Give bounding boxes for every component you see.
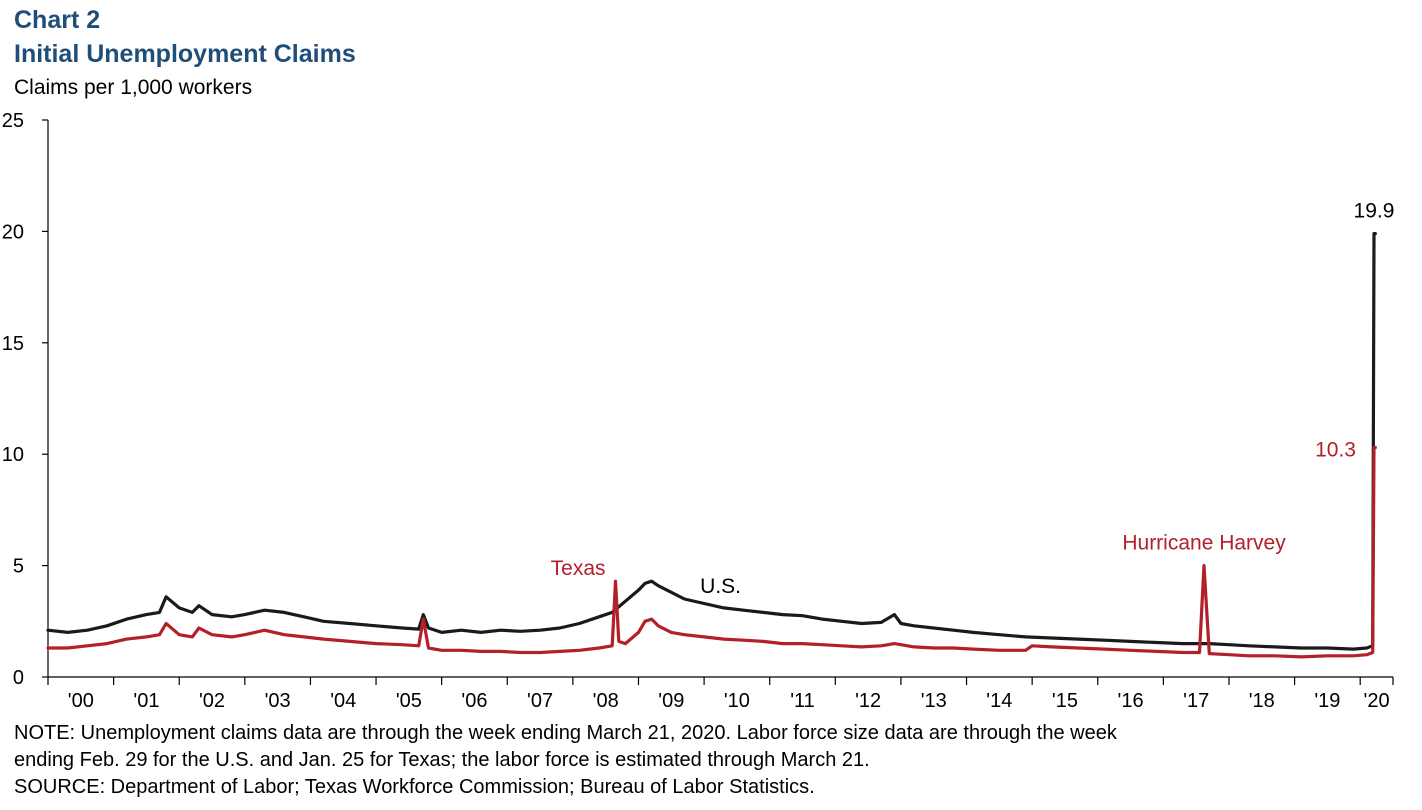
x-tick-label: '08 — [593, 690, 619, 712]
x-tick-label: '05 — [396, 690, 422, 712]
series-layer — [46, 232, 1377, 659]
chart-title: Initial Unemployment Claims — [14, 40, 356, 68]
x-tick-label: '12 — [855, 690, 881, 712]
note-text: NOTE: Unemployment claims data are throu… — [14, 722, 1117, 744]
annotation-layer: 19.9 10.3 Hurricane Harvey Texas U.S. — [551, 200, 1395, 599]
axes: 0 5 10 15 20 25 '00 '01 '02 '03 '04 '05 '06 '07 '08 '09… — [2, 110, 1394, 712]
series-line-texas — [46, 445, 1377, 659]
y-tick-label: 15 — [2, 333, 24, 355]
x-tick-label: '14 — [986, 690, 1012, 712]
y-tick-label: 25 — [2, 110, 24, 132]
x-tick-label: '04 — [330, 690, 356, 712]
series-line-us — [46, 232, 1377, 651]
x-tick-label: '00 — [68, 690, 94, 712]
annotation-u-s-: U.S. — [700, 575, 741, 598]
x-tick-label: '07 — [527, 690, 553, 712]
notes-block: NOTE: Unemployment claims data are throu… — [14, 720, 1404, 801]
source-text: SOURCE: Department of Labor; Texas Workf… — [14, 776, 815, 798]
y-tick-label: 5 — [13, 556, 24, 578]
x-tick-label: '10 — [724, 690, 750, 712]
annotation-10-3: 10.3 — [1315, 439, 1356, 462]
y-axis-label: Claims per 1,000 workers — [14, 76, 253, 99]
x-tick-label: '13 — [921, 690, 947, 712]
x-tick-label: '02 — [199, 690, 225, 712]
x-tick-label: '16 — [1118, 690, 1144, 712]
x-tick-label: '15 — [1052, 690, 1078, 712]
x-tick-label: '11 — [790, 690, 815, 712]
annotation-texas: Texas — [551, 557, 606, 580]
annotation-hurricane-harvey: Hurricane Harvey — [1122, 532, 1286, 555]
x-tick-label: '03 — [265, 690, 291, 712]
x-tick-label: '17 — [1183, 690, 1209, 712]
y-tick-label: 10 — [2, 444, 24, 466]
annotation-19-9: 19.9 — [1354, 200, 1395, 223]
chart-number: Chart 2 — [14, 6, 101, 34]
x-tick-label: '09 — [658, 690, 684, 712]
y-tick-label: 20 — [2, 221, 24, 243]
x-tick-label: '20 — [1364, 690, 1390, 712]
x-tick-label: '06 — [461, 690, 487, 712]
x-tick-label: '19 — [1314, 690, 1340, 712]
y-tick-label: 0 — [13, 667, 24, 689]
note-text-continued: ending Feb. 29 for the U.S. and Jan. 25 … — [14, 749, 870, 771]
x-tick-label: '18 — [1249, 690, 1275, 712]
x-tick-label: '01 — [133, 690, 159, 712]
